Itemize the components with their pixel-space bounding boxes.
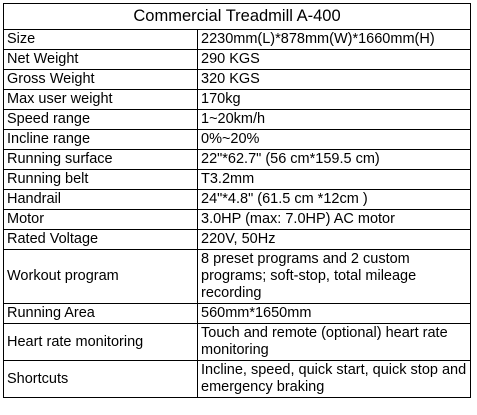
table-row: Incline range 0%~20% (3, 129, 472, 150)
table-row: Handrail 24"*4.8" (61.5 cm *12cm ) (3, 189, 472, 210)
spec-value: 0%~20% (196, 129, 472, 150)
table-row: Heart rate monitoring Touch and remote (… (3, 323, 472, 361)
spec-label: Handrail (3, 189, 198, 210)
table-row: Workout program 8 preset programs and 2 … (3, 249, 472, 304)
spec-label: Size (3, 29, 198, 50)
spec-value: 220V, 50Hz (196, 229, 472, 250)
spec-label: Running surface (3, 149, 198, 170)
spec-table: Commercial Treadmill A-400 Size 2230mm(L… (2, 3, 472, 398)
table-row: Net Weight 290 KGS (3, 49, 472, 70)
table-row: Max user weight 170kg (3, 89, 472, 110)
spec-label: Incline range (3, 129, 198, 150)
spec-label: Running belt (3, 169, 198, 190)
spec-value: 22"*62.7" (56 cm*159.5 cm) (196, 149, 472, 170)
title-row: Commercial Treadmill A-400 (2, 3, 472, 30)
table-row: Speed range 1~20km/h (3, 109, 472, 130)
spec-label: Workout program (3, 249, 198, 304)
spec-value: 290 KGS (196, 49, 472, 70)
table-row: Running Area 560mm*1650mm (3, 303, 472, 324)
spec-sheet: Commercial Treadmill A-400 Size 2230mm(L… (2, 3, 472, 398)
spec-value: 1~20km/h (196, 109, 472, 130)
spec-value: 560mm*1650mm (196, 303, 472, 324)
spec-label: Rated Voltage (3, 229, 198, 250)
table-row: Running surface 22"*62.7" (56 cm*159.5 c… (3, 149, 472, 170)
table-title: Commercial Treadmill A-400 (2, 3, 472, 30)
spec-label: Speed range (3, 109, 198, 130)
spec-value: 170kg (196, 89, 472, 110)
table-row: Motor 3.0HP (max: 7.0HP) AC motor (3, 209, 472, 230)
spec-value: 2230mm(L)*878mm(W)*1660mm(H) (196, 29, 472, 50)
spec-label: Max user weight (3, 89, 198, 110)
spec-value: Touch and remote (optional) heart rate m… (196, 323, 472, 361)
spec-value: Incline, speed, quick start, quick stop … (196, 360, 472, 398)
table-row: Gross Weight 320 KGS (3, 69, 472, 90)
spec-label: Gross Weight (3, 69, 198, 90)
spec-label: Shortcuts (3, 360, 198, 398)
spec-label: Net Weight (3, 49, 198, 70)
table-row: Rated Voltage 220V, 50Hz (3, 229, 472, 250)
table-row: Size 2230mm(L)*878mm(W)*1660mm(H) (3, 29, 472, 50)
spec-value: 320 KGS (196, 69, 472, 90)
spec-value: 8 preset programs and 2 custom programs;… (196, 249, 472, 304)
table-row: Running belt T3.2mm (3, 169, 472, 190)
spec-value: 3.0HP (max: 7.0HP) AC motor (196, 209, 472, 230)
spec-label: Running Area (3, 303, 198, 324)
spec-label: Heart rate monitoring (3, 323, 198, 361)
spec-value: T3.2mm (196, 169, 472, 190)
spec-value: 24"*4.8" (61.5 cm *12cm ) (196, 189, 472, 210)
spec-label: Motor (3, 209, 198, 230)
table-row: Shortcuts Incline, speed, quick start, q… (3, 360, 472, 398)
